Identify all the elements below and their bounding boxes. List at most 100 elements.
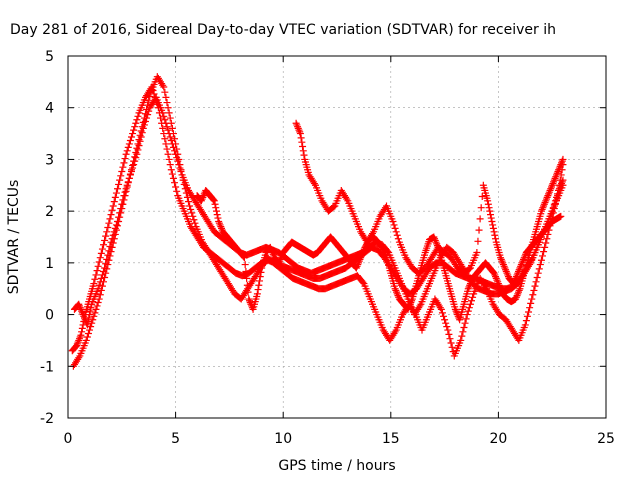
data-point [557, 161, 565, 169]
data-point [537, 207, 545, 215]
data-point [555, 164, 563, 172]
data-point [94, 299, 102, 307]
data-point [130, 126, 138, 134]
data-point [558, 157, 566, 165]
data-point [107, 211, 115, 219]
data-point [177, 166, 185, 174]
data-point [113, 185, 121, 193]
data-point [134, 112, 142, 120]
data-point [490, 269, 498, 277]
data-point [191, 219, 199, 227]
data-point [143, 105, 151, 113]
data-point [464, 285, 472, 293]
y-tick-label: -1 [40, 359, 54, 375]
data-point [451, 305, 459, 313]
data-point [108, 206, 116, 214]
data-point [404, 305, 412, 313]
data-point [513, 271, 521, 279]
data-point [82, 336, 90, 344]
data-point [91, 275, 99, 283]
data-point [526, 304, 534, 312]
data-point [95, 295, 103, 303]
data-point [123, 183, 131, 191]
data-point [106, 252, 114, 260]
data-point [513, 292, 521, 300]
data-point [394, 235, 402, 243]
data-point [120, 196, 128, 204]
data-point [389, 217, 397, 225]
data-point [531, 282, 539, 290]
data-point [497, 255, 505, 263]
data-point [293, 121, 301, 129]
data-point [111, 193, 119, 201]
data-point [408, 297, 416, 305]
data-point [166, 161, 174, 169]
data-point [299, 147, 307, 155]
data-point [112, 189, 120, 197]
data-point [169, 130, 177, 138]
data-point [93, 302, 101, 310]
data-point [465, 283, 473, 291]
data-point [521, 252, 529, 260]
data-point [198, 195, 206, 203]
data-point [90, 280, 98, 288]
data-point [447, 339, 455, 347]
data-point [525, 308, 533, 316]
data-point [343, 195, 351, 203]
data-point [138, 123, 146, 131]
data-point [172, 140, 180, 148]
data-point [75, 302, 83, 310]
data-point [464, 307, 472, 315]
data-point [160, 112, 168, 120]
data-point [549, 180, 557, 188]
data-point [416, 302, 424, 310]
plot-frame [67, 55, 607, 419]
data-point [253, 290, 261, 298]
data-point [101, 274, 109, 282]
data-point [514, 269, 522, 277]
data-point [216, 221, 224, 229]
data-point [121, 155, 129, 163]
data-point [457, 336, 465, 344]
data-point [431, 235, 439, 243]
data-point [553, 169, 561, 177]
data-point [555, 181, 563, 189]
data-point [73, 340, 81, 348]
x-tick-label: 20 [489, 431, 507, 447]
data-point [466, 300, 474, 308]
data-point [443, 323, 451, 331]
data-point [528, 295, 536, 303]
data-point [84, 330, 92, 338]
data-point [497, 285, 505, 293]
y-axis-label: SDTVAR / TECUs [6, 180, 22, 295]
data-point [139, 118, 147, 126]
data-point [164, 150, 172, 158]
data-point [78, 307, 86, 315]
data-point [353, 262, 361, 270]
data-point [269, 250, 277, 258]
data-point [465, 304, 473, 312]
data-point [159, 81, 167, 89]
data-point [93, 267, 101, 275]
data-point [132, 119, 140, 127]
data-point [188, 209, 196, 217]
data-point [495, 281, 503, 289]
data-point [392, 228, 400, 236]
data-point [243, 274, 251, 282]
data-point [535, 265, 543, 273]
data-point [501, 264, 509, 272]
data-point [446, 335, 454, 343]
data-point [534, 269, 542, 277]
data-point [161, 135, 169, 143]
data-point [126, 136, 134, 144]
data-point [548, 181, 556, 189]
data-point [544, 230, 552, 238]
data-point [444, 326, 452, 334]
data-point [74, 338, 82, 346]
data-point [504, 271, 512, 279]
data-point [190, 216, 198, 224]
data-point [157, 114, 165, 122]
data-point [511, 276, 519, 284]
data-point [458, 332, 466, 340]
